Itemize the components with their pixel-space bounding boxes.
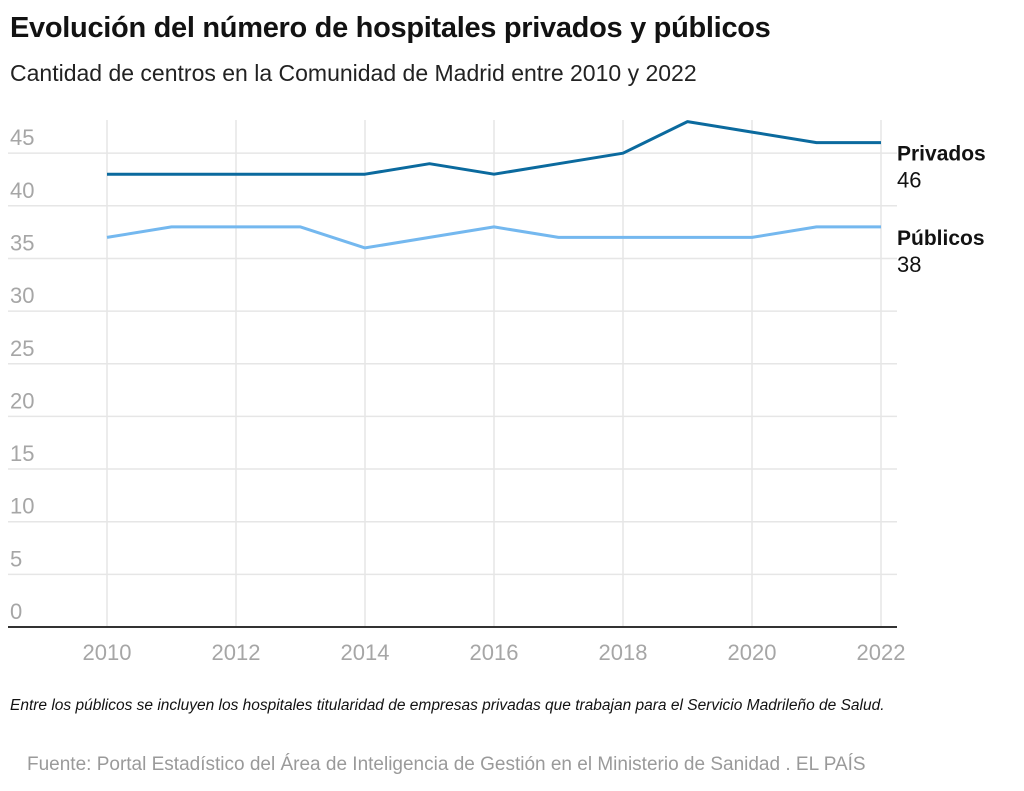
x-tick-label: 2018: [599, 640, 648, 665]
y-tick-label: 5: [10, 546, 22, 571]
chart-subtitle: Cantidad de centros en la Comunidad de M…: [10, 60, 697, 86]
y-tick-label: 0: [10, 599, 22, 624]
chart-note: Entre los públicos se incluyen los hospi…: [10, 697, 885, 714]
y-tick-label: 25: [10, 336, 34, 361]
y-tick-label: 35: [10, 230, 34, 255]
series-label-value: 46: [897, 168, 921, 193]
series-label-value: 38: [897, 252, 921, 277]
series-label-name: Privados: [897, 143, 986, 166]
x-axis-ticks: 2010 2012 2014 2016 2018 2020 2022: [83, 640, 906, 665]
x-tick-label: 2022: [857, 640, 906, 665]
grid: [8, 120, 897, 627]
y-axis-ticks: 0 5 10 15 20 25 30 35 40 45: [10, 125, 34, 624]
y-tick-label: 10: [10, 494, 34, 519]
x-tick-label: 2010: [83, 640, 132, 665]
series-line-privados: [107, 120, 881, 176]
y-tick-label: 30: [10, 283, 34, 308]
x-tick-label: 2012: [212, 640, 261, 665]
x-tick-label: 2020: [728, 640, 777, 665]
y-tick-label: 40: [10, 178, 34, 203]
y-tick-label: 20: [10, 388, 34, 413]
y-tick-label: 45: [10, 125, 34, 150]
chart-title: Evolución del número de hospitales priva…: [10, 12, 771, 44]
x-tick-label: 2016: [470, 640, 519, 665]
series-label-name: Públicos: [897, 227, 985, 250]
x-tick-label: 2014: [341, 640, 390, 665]
series-lines: [106, 120, 882, 250]
y-tick-label: 15: [10, 441, 34, 466]
chart-source: Fuente: Portal Estadístico del Área de I…: [27, 754, 866, 775]
